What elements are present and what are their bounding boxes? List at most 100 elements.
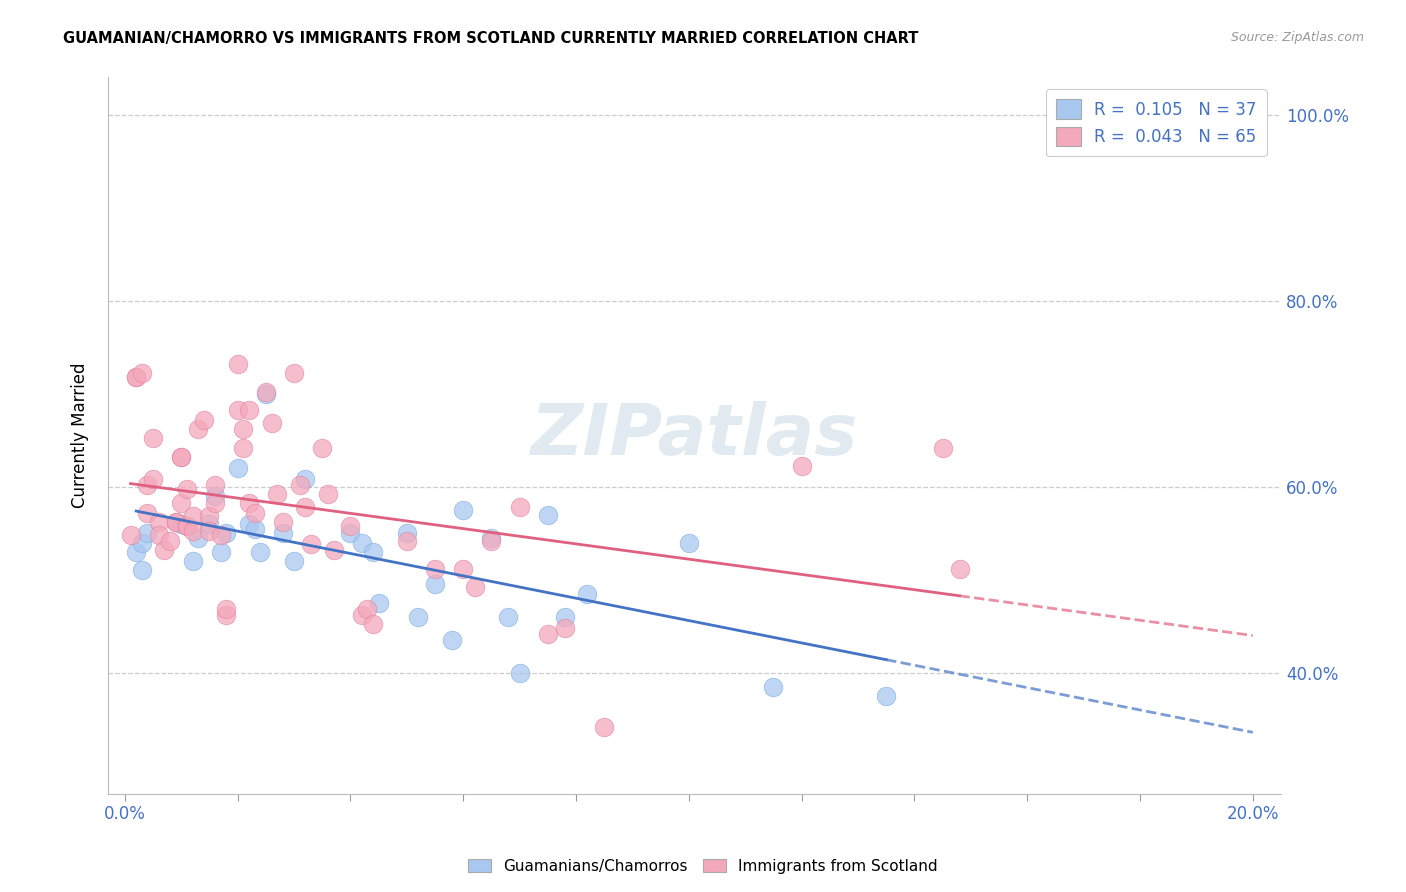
Point [176, 518, 198, 533]
Point [120, 528, 142, 542]
Point [576, 587, 599, 601]
Point [350, 608, 373, 623]
Point [678, 535, 700, 549]
Point [288, 478, 311, 492]
Point [136, 526, 159, 541]
Point [232, 422, 254, 436]
Point [554, 621, 576, 635]
Point [790, 459, 813, 474]
Point [238, 516, 260, 531]
Point [762, 680, 785, 694]
Point [537, 626, 560, 640]
Point [170, 450, 193, 464]
Point [451, 561, 474, 575]
Point [554, 610, 576, 624]
Point [215, 526, 238, 541]
Point [509, 665, 531, 680]
Legend: R =  0.105   N = 37, R =  0.043   N = 65: R = 0.105 N = 37, R = 0.043 N = 65 [1046, 89, 1267, 156]
Point [131, 366, 153, 380]
Point [395, 526, 418, 541]
Point [209, 528, 232, 542]
Point [142, 472, 165, 486]
Point [215, 608, 238, 623]
Point [181, 554, 204, 568]
Point [148, 515, 170, 529]
Point [350, 535, 373, 549]
Point [238, 496, 260, 510]
Point [481, 531, 503, 545]
Point [131, 535, 153, 549]
Point [159, 533, 181, 548]
Point [299, 537, 322, 551]
Point [316, 487, 339, 501]
Point [339, 518, 361, 533]
Point [198, 509, 221, 524]
Point [481, 533, 503, 548]
Point [176, 518, 198, 533]
Point [260, 417, 283, 431]
Point [238, 403, 260, 417]
Point [931, 441, 953, 455]
Point [170, 450, 193, 464]
Point [125, 370, 148, 384]
Point [948, 561, 970, 575]
Point [142, 431, 165, 445]
Legend: Guamanians/Chamorros, Immigrants from Scotland: Guamanians/Chamorros, Immigrants from Sc… [463, 853, 943, 880]
Point [498, 610, 520, 624]
Point [232, 441, 254, 455]
Point [170, 496, 193, 510]
Point [181, 524, 204, 539]
Point [440, 633, 463, 648]
Point [181, 509, 204, 524]
Point [243, 522, 266, 536]
Point [593, 720, 616, 734]
Point [153, 543, 176, 558]
Point [266, 487, 288, 501]
Point [176, 482, 198, 496]
Point [249, 545, 271, 559]
Point [198, 524, 221, 539]
Point [271, 515, 294, 529]
Point [423, 577, 446, 591]
Point [204, 496, 226, 510]
Point [464, 580, 486, 594]
Point [226, 357, 249, 371]
Point [294, 500, 316, 515]
Point [170, 516, 193, 531]
Point [537, 508, 560, 522]
Point [271, 526, 294, 541]
Point [339, 526, 361, 541]
Point [131, 563, 153, 577]
Point [193, 413, 215, 427]
Point [451, 503, 474, 517]
Point [209, 545, 232, 559]
Point [136, 506, 159, 520]
Point [395, 533, 418, 548]
Text: Source: ZipAtlas.com: Source: ZipAtlas.com [1230, 31, 1364, 45]
Point [509, 500, 531, 515]
Point [136, 478, 159, 492]
Point [254, 384, 277, 399]
Point [148, 528, 170, 542]
Y-axis label: Currently Married: Currently Married [72, 363, 89, 508]
Point [204, 478, 226, 492]
Point [406, 610, 429, 624]
Point [165, 515, 187, 529]
Text: GUAMANIAN/CHAMORRO VS IMMIGRANTS FROM SCOTLAND CURRENTLY MARRIED CORRELATION CHA: GUAMANIAN/CHAMORRO VS IMMIGRANTS FROM SC… [63, 31, 918, 46]
Point [423, 561, 446, 575]
Point [283, 554, 305, 568]
Point [125, 370, 148, 384]
Point [215, 602, 238, 616]
Point [165, 515, 187, 529]
Point [243, 506, 266, 520]
Point [367, 596, 389, 610]
Point [356, 602, 378, 616]
Point [226, 403, 249, 417]
Point [294, 472, 316, 486]
Point [311, 441, 333, 455]
Point [361, 545, 384, 559]
Point [254, 386, 277, 401]
Point [187, 422, 209, 436]
Point [204, 489, 226, 503]
Point [322, 543, 344, 558]
